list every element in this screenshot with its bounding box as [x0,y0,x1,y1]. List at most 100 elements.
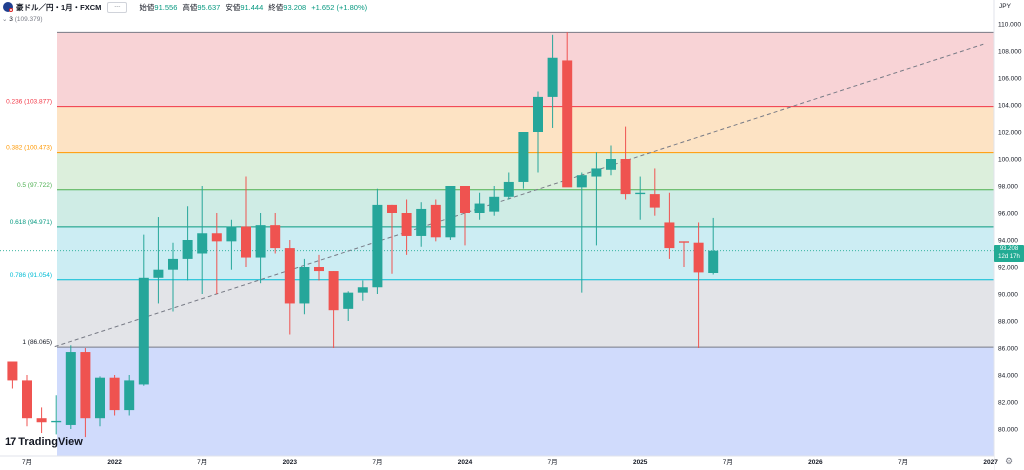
candle-body [562,60,573,188]
time-tick-label: 7月 [372,458,382,466]
time-axis[interactable]: 7月 2022 7月 2023 7月 2024 7月 2025 7月 2026 7月 2027 [0,455,998,470]
candle-body [314,267,324,272]
candle-body [241,226,251,258]
candle-body [679,241,689,243]
price-tick-label: 90.000 [998,292,1018,299]
price-tick-label: 102.000 [998,130,1022,137]
candle [51,395,62,435]
candle-body [503,181,514,197]
price-tick-label: 98.000 [998,184,1018,191]
candle [591,152,602,246]
currency-flag-icon [3,2,13,12]
chart-header: 豪ドル／円・1月・FXCM --- 始値 91.556 高値 95.637 安値… [0,0,994,14]
low-label: 安値 [225,2,241,12]
fib-level-label: 0.5 (97.722) [17,182,52,189]
candle-body [197,233,208,254]
price-axis[interactable]: 80.000 82.000 84.000 86.000 88.000 90.000 92.0… [993,0,1024,470]
price-tick-label: 88.000 [998,319,1018,326]
candle-body [357,287,368,293]
candle [401,199,412,255]
candle [518,132,529,189]
candle-body [576,175,587,188]
candle-body [343,292,354,309]
candle-body [299,267,310,304]
candle [474,192,485,220]
candle-body [591,168,602,177]
candle [270,213,281,254]
candle [445,186,456,240]
price-tick-label: 80.000 [998,427,1018,434]
candle [80,348,91,438]
candle [182,206,193,281]
candle [503,172,514,200]
candle-body [460,186,470,213]
price-tick-label: 94.000 [998,238,1018,245]
price-tick-label: 82.000 [998,400,1018,407]
candle-body [65,352,76,425]
candle [679,241,689,267]
candle [36,407,47,434]
candle-body [489,196,500,212]
candle-body [109,377,120,411]
candle-body [606,159,616,170]
time-axis-bg [0,456,994,470]
candle-body [635,192,646,195]
trend-line[interactable] [54,43,984,348]
candle [284,240,295,335]
change-value: +1.652 (+1.80%) [311,2,368,12]
candle-body [124,380,135,411]
price-tick-label: 92.000 [998,265,1018,272]
candle [649,168,660,216]
candle [708,217,719,275]
candle [460,186,470,246]
candle-body [474,203,485,213]
price-tick-label: 104.000 [998,103,1022,110]
price-tick-label: 110.000 [998,22,1021,29]
fibonacci-retracement[interactable]: 0.236 (103.877) 0.382 (100.473) 0.5 (97.72… [0,31,994,456]
tradingview-logo-icon: 17 [5,436,16,448]
candle [211,213,222,294]
candle [314,254,324,281]
current-price: 93.208 [999,246,1019,252]
indicator-count: 3 [9,16,13,23]
candle [416,202,427,247]
price-tick-label: 86.000 [998,346,1018,353]
candle-body [153,269,164,278]
price-tick-label: 106.000 [998,76,1022,83]
candle [357,280,368,301]
candle [664,192,675,259]
symbol-title[interactable]: 豪ドル／円・1月・FXCM [16,2,102,12]
header-button[interactable]: --- [107,1,128,13]
fib-zone [57,189,994,227]
close-label: 終値 [268,2,284,12]
fib-level-label: 0.618 (94.971) [10,219,52,226]
candle-body [401,213,412,236]
fib-zone [57,279,994,348]
candle-body [22,380,32,419]
candle-body [7,361,18,381]
current-price-tag: 93.208 12d 17h [994,245,1024,262]
gear-icon[interactable]: ⚙ [1005,456,1014,466]
fib-level-label: 1 (86.065) [22,339,52,346]
time-tick-label: 2022 [107,459,122,466]
high-value: 95.637 [197,2,221,12]
indicator-level: (109.379) [14,16,43,23]
candle [22,375,32,427]
chevron-down-icon[interactable]: ⌄ [2,16,8,23]
candle [138,234,149,386]
open-value: 91.556 [154,2,178,12]
candle [533,91,543,173]
time-tick-label: 2024 [458,459,473,466]
candle [109,375,120,416]
price-tick-label: 100.000 [998,157,1022,164]
candle [576,172,587,293]
currency-label[interactable]: JPY [999,3,1011,10]
candle-body [547,57,558,97]
indicator-legend[interactable]: ⌄ 3 (109.379) [2,15,43,23]
candle-body [372,204,383,288]
candle-body [51,420,62,423]
candle-body [387,204,397,213]
time-tick-label: 7月 [22,458,32,466]
tradingview-logo[interactable]: 17 TradingView [5,436,83,448]
